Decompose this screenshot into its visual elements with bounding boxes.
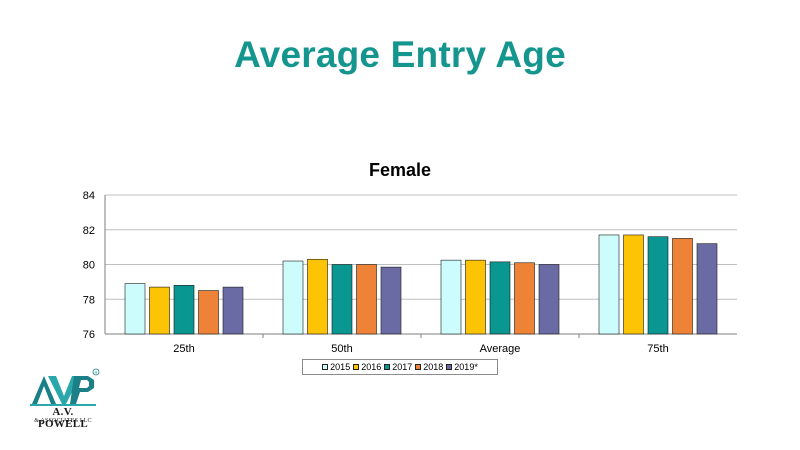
logo-name: A.V. POWELL: [37, 406, 89, 430]
bar-2019-50th: [380, 266, 402, 335]
y-tick-label: 84: [83, 190, 95, 202]
bar-2016-25th: [149, 286, 170, 335]
bar-2019-75th: [696, 243, 718, 335]
x-tick-label: 75th: [647, 343, 668, 355]
legend-label: 2016: [361, 362, 382, 372]
x-tick-label: 25th: [173, 343, 194, 355]
legend-swatch: [353, 364, 360, 370]
legend-label: 2019*: [454, 362, 478, 372]
legend-label: 2015: [330, 362, 351, 372]
legend-label: 2018: [423, 362, 444, 372]
bar-2015-50th: [282, 260, 304, 335]
y-tick-label: 82: [83, 225, 95, 237]
bar-2015-25th: [124, 283, 146, 335]
x-tick-label: 50th: [331, 343, 352, 355]
bar-2018-50th: [356, 264, 377, 335]
y-tick-label: 78: [83, 294, 95, 306]
x-tick-label: Average: [480, 343, 521, 355]
bar-2016-75th: [623, 234, 644, 335]
bar-2016-50th: [307, 258, 328, 335]
chart-title: Female: [368, 160, 432, 180]
legend-swatch: [415, 364, 422, 370]
legend-item: 2018: [415, 362, 443, 372]
svg-text:R: R: [95, 370, 98, 375]
bar-2017-50th: [331, 264, 353, 335]
logo-subtitle: & ASSOCIATES LLC: [34, 418, 92, 424]
bar-2018-25th: [198, 290, 219, 335]
y-tick-label: 80: [83, 260, 95, 272]
bar-2017-average: [489, 261, 511, 335]
chart-legend: 2015 2016 2017 2018 2019*: [302, 359, 498, 375]
av-powell-logo: R: [30, 368, 100, 406]
legend-label: 2017: [392, 362, 413, 372]
bar-2017-25th: [173, 285, 195, 335]
bar-2019-25th: [222, 286, 244, 335]
legend-item: 2015: [322, 362, 350, 372]
legend-item: 2019*: [446, 362, 478, 372]
legend-item: 2016: [353, 362, 381, 372]
bar-2017-75th: [647, 236, 669, 335]
legend-item: 2017: [384, 362, 412, 372]
bar-2019-average: [538, 264, 560, 335]
y-tick-label: 76: [83, 329, 95, 341]
legend-swatch: [446, 364, 453, 370]
bar-2016-average: [465, 259, 486, 335]
bar-2018-75th: [672, 238, 693, 335]
slide-title: Average Entry Age: [234, 34, 566, 75]
legend-swatch: [384, 364, 391, 370]
bar-2018-average: [514, 262, 535, 335]
bar-2015-75th: [598, 234, 620, 335]
bar-2015-average: [440, 259, 462, 335]
legend-swatch: [322, 364, 329, 370]
